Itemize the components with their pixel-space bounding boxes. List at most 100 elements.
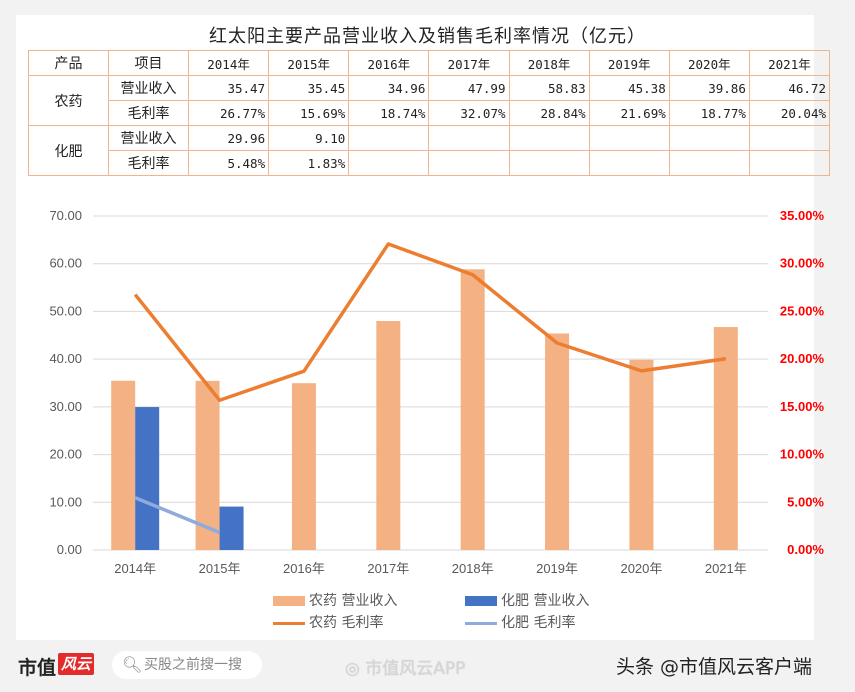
table-row: 化肥 营业收入 29.96 9.10 xyxy=(28,125,831,176)
footer-bar: 市值 风云 🔍︎ 买股之前搜一搜 ◎ 市值风云APP 头条 @市值风云客户端 xyxy=(0,640,855,692)
gridlines xyxy=(93,215,768,551)
x-axis-tick: 2017年 xyxy=(367,561,409,576)
bar-pesticide-revenue xyxy=(376,321,401,550)
bar-pesticide-revenue xyxy=(629,359,654,550)
item-cell: 营业收入 xyxy=(108,75,189,101)
item-cell: 营业收入 xyxy=(108,125,189,151)
combo-chart: 0.0010.0020.0030.0040.0050.0060.0070.00 … xyxy=(49,208,825,576)
toutiao-watermark: 头条 @市值风云客户端 xyxy=(616,656,813,678)
value-cell: 9.10 xyxy=(268,125,350,151)
value-cell: 35.45 xyxy=(268,75,350,101)
value-cell: 1.83% xyxy=(268,150,350,176)
value-cell: 35.47 xyxy=(187,75,270,101)
x-axis-tick: 2018年 xyxy=(452,561,494,576)
table-header-cell: 2019年 xyxy=(588,50,670,76)
value-cell xyxy=(668,125,750,151)
value-cell xyxy=(508,150,590,176)
value-cell: 21.69% xyxy=(588,100,670,126)
value-cell: 15.69% xyxy=(268,100,350,126)
right-axis-tick: 10.00% xyxy=(780,447,825,462)
right-axis-tick: 25.00% xyxy=(780,303,825,318)
right-axis: 0.00% 5.00% 10.00% 15.00% 20.00% 25.00% 30.00%… xyxy=(780,208,825,557)
right-axis-tick: 35.00% xyxy=(780,208,825,223)
value-cell xyxy=(748,150,831,176)
table-header-cell: 项目 xyxy=(108,50,189,76)
right-axis-tick: 0.00% xyxy=(787,542,824,557)
value-cell xyxy=(348,150,430,176)
bar-pesticide-revenue xyxy=(291,383,316,550)
chart-title: 红太阳主要产品营业收入及销售毛利率情况（亿元） xyxy=(209,26,646,47)
value-cell xyxy=(508,125,590,151)
search-icon: 🔍︎ xyxy=(122,655,143,674)
x-axis-tick: 2014年 xyxy=(114,561,156,576)
value-cell: 45.38 xyxy=(588,75,670,101)
value-cell: 34.96 xyxy=(348,75,430,101)
x-axis-tick: 2016年 xyxy=(283,561,325,576)
right-axis-tick: 15.00% xyxy=(780,399,825,414)
weibo-icon: ◎ xyxy=(345,659,360,679)
legend-swatch xyxy=(273,596,305,606)
left-axis-tick: 30.00 xyxy=(49,399,82,414)
left-axis-tick: 40.00 xyxy=(49,351,82,366)
bar-fertilizer-revenue xyxy=(135,407,160,550)
table-header-cell: 2014年 xyxy=(187,50,270,76)
left-axis-tick: 60.00 xyxy=(49,256,82,271)
value-cell: 5.48% xyxy=(187,150,270,176)
value-cell xyxy=(428,150,510,176)
bar-pesticide-revenue xyxy=(545,333,570,550)
bar-fertilizer-revenue xyxy=(219,506,244,550)
line-fertilizer-margin xyxy=(134,496,221,535)
lines xyxy=(133,242,727,535)
brand-logo[interactable]: 市值 风云 xyxy=(18,653,95,680)
legend-item-pesticide-revenue: 农药 营业收入 xyxy=(273,590,397,610)
item-cell: 毛利率 xyxy=(108,150,189,176)
right-axis-tick: 20.00% xyxy=(780,351,825,366)
left-axis-tick: 50.00 xyxy=(49,303,82,318)
right-axis-tick: 5.00% xyxy=(787,494,824,509)
x-axis: 2014年 2015年 2016年 2017年 2018年 2019年 2020年 2021年 xyxy=(114,561,747,576)
legend-item-pesticide-margin: 农药 毛利率 xyxy=(273,612,383,632)
value-cell: 18.77% xyxy=(668,100,750,126)
table-header-cell: 2020年 xyxy=(668,50,750,76)
value-cell: 39.86 xyxy=(668,75,750,101)
table-row: 农药 营业收入 35.47 35.45 34.96 47.99 58.83 45.38 39.8… xyxy=(28,75,831,126)
value-cell xyxy=(348,125,430,151)
table-header-row: 产品 项目 2014年 2015年 2016年 2017年 2018年 2019年 2020年 2… xyxy=(28,50,831,76)
left-axis-tick: 10.00 xyxy=(49,494,82,509)
legend-swatch xyxy=(465,596,497,606)
x-axis-tick: 2019年 xyxy=(536,561,578,576)
bars xyxy=(111,269,738,550)
legend-item-fertilizer-revenue: 化肥 营业收入 xyxy=(465,590,589,610)
left-axis-tick: 70.00 xyxy=(49,208,82,223)
left-axis-tick: 0.00 xyxy=(57,542,82,557)
bar-pesticide-revenue xyxy=(111,380,136,550)
bar-pesticide-revenue xyxy=(713,327,738,550)
value-cell: 29.96 xyxy=(187,125,270,151)
value-cell: 58.83 xyxy=(508,75,590,101)
line-pesticide-margin xyxy=(133,242,727,403)
x-axis-tick: 2020年 xyxy=(620,561,662,576)
table-header-cell: 产品 xyxy=(28,50,109,76)
table-header-cell: 2021年 xyxy=(748,50,831,76)
search-input[interactable]: 🔍︎ 买股之前搜一搜 xyxy=(112,651,262,679)
weibo-watermark: ◎ 市值风云APP xyxy=(345,659,466,679)
value-cell xyxy=(668,150,750,176)
search-placeholder: 买股之前搜一搜 xyxy=(144,657,242,673)
table-header-cell: 2017年 xyxy=(428,50,510,76)
table-row: 毛利率 5.48% 1.83% xyxy=(29,150,831,176)
left-axis: 0.00 10.00 20.00 30.00 40.00 50.00 60.00 70.00 xyxy=(49,208,82,557)
table-header-cell: 2018年 xyxy=(508,50,590,76)
legend-swatch xyxy=(465,621,497,625)
data-table: 产品 项目 2014年 2015年 2016年 2017年 2018年 2019年 2020年 2… xyxy=(28,50,831,176)
legend-item-fertilizer-margin: 化肥 毛利率 xyxy=(465,612,575,632)
value-cell xyxy=(588,150,670,176)
value-cell: 26.77% xyxy=(187,100,270,126)
value-cell: 28.84% xyxy=(508,100,590,126)
value-cell: 18.74% xyxy=(348,100,430,126)
legend-swatch xyxy=(273,621,305,625)
item-cell: 毛利率 xyxy=(108,100,189,126)
table-header-cell: 2015年 xyxy=(268,50,350,76)
product-cell: 化肥 xyxy=(28,125,109,176)
bar-pesticide-revenue xyxy=(195,380,220,550)
x-axis-tick: 2021年 xyxy=(705,561,747,576)
